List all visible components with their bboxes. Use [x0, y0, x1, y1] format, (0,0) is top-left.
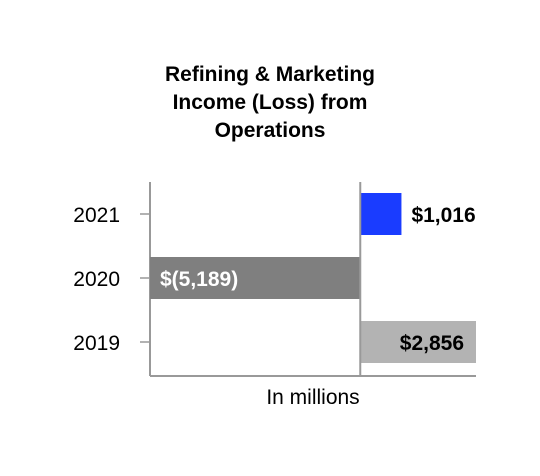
data-label: $(5,189) — [160, 268, 238, 291]
chart-title-line: Income (Loss) from — [172, 91, 368, 114]
bar — [360, 321, 476, 363]
chart-title: Refining & Marketing Income (Loss) from … — [70, 61, 470, 145]
data-label: $2,856 — [400, 332, 464, 355]
y-tick-label: 2021 — [73, 204, 120, 227]
x-axis-label: In millions — [266, 386, 360, 409]
chart-title-line: Operations — [214, 119, 326, 142]
y-tick-label: 2020 — [73, 268, 120, 291]
chart-title-line: Refining & Marketing — [164, 63, 375, 86]
y-tick-label: 2019 — [73, 332, 120, 355]
bar — [360, 193, 402, 235]
data-label: $1,016 — [411, 204, 475, 227]
bar — [150, 257, 361, 299]
